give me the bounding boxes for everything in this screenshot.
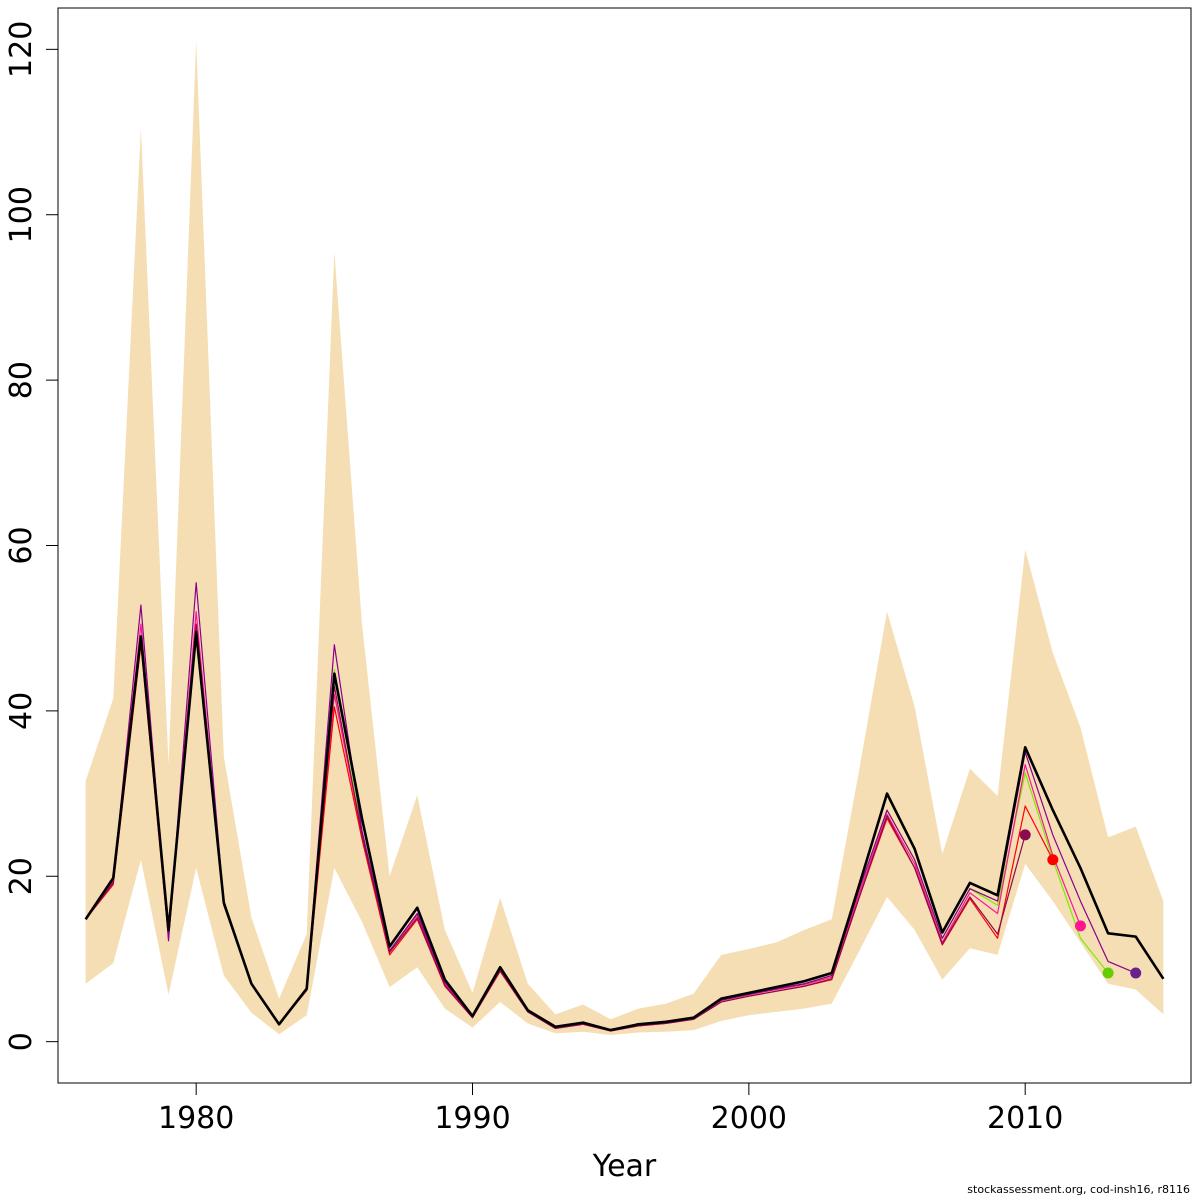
series-layer <box>84 582 1165 1032</box>
x-tick-label: 1990 <box>434 1101 510 1136</box>
y-tick-label: 80 <box>4 361 39 399</box>
endpoint-marker-2 <box>1047 854 1059 866</box>
x-tick-label: 2010 <box>987 1101 1063 1136</box>
x-axis: 1980 1990 2000 2010 <box>158 1082 1063 1136</box>
credit-text: stockassessment.org, cod-insh16, r8116 <box>967 1183 1190 1196</box>
x-tick-label: 2000 <box>711 1101 787 1136</box>
endpoint-marker-5 <box>1130 967 1142 979</box>
x-axis-title: Year <box>592 1149 657 1184</box>
endpoint-layer <box>1019 829 1142 979</box>
y-tick-label: 120 <box>4 21 39 78</box>
y-tick-label: 100 <box>4 186 39 243</box>
series-line-1 <box>84 631 1165 1032</box>
y-tick-label: 0 <box>4 1032 39 1051</box>
endpoint-marker-1 <box>1019 829 1031 841</box>
endpoint-marker-3 <box>1074 920 1086 932</box>
y-tick-label: 60 <box>4 526 39 564</box>
endpoint-marker-4 <box>1102 967 1114 979</box>
y-axis: 0 20 40 60 80 100 120 <box>4 21 59 1051</box>
y-tick-label: 40 <box>4 692 39 730</box>
y-tick-label: 20 <box>4 857 39 895</box>
x-tick-label: 1980 <box>158 1101 234 1136</box>
